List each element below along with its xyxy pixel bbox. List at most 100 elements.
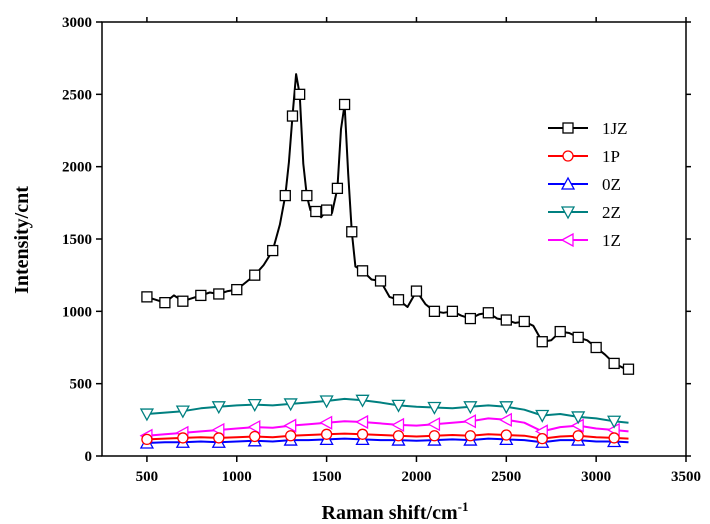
- data-point-1JZ: [310, 205, 322, 218]
- data-point-1P: [249, 430, 261, 443]
- data-point-1P: [285, 430, 297, 442]
- x-axis-title: Raman shift/cm-1: [322, 499, 469, 524]
- plot-frame: [101, 21, 687, 457]
- data-point-1P: [428, 430, 441, 442]
- y-tick-label: 2000: [62, 160, 92, 176]
- data-point-1Z: [498, 412, 512, 427]
- data-point-1JZ: [249, 269, 261, 281]
- axes: 500 1000 1500 2000 2500 3000 3500 0 500 1000 1500 2…: [62, 15, 701, 485]
- data-point-1JZ: [392, 294, 405, 306]
- data-point-1JZ: [141, 291, 153, 303]
- data-point-2Z: [355, 394, 370, 408]
- data-point-1Z: [463, 414, 477, 429]
- data-point-1P: [177, 432, 189, 444]
- series-line-1Z: [146, 417, 629, 437]
- data-point-1JZ: [301, 189, 313, 202]
- legend-label: 1P: [602, 147, 620, 166]
- legend-item-1P: 1P: [548, 147, 620, 166]
- data-point-1JZ: [622, 363, 635, 375]
- data-point-2Z: [319, 395, 334, 409]
- data-point-1JZ: [320, 204, 333, 216]
- data-point-1Z: [427, 417, 441, 432]
- x-tick-label: 3500: [671, 469, 701, 485]
- legend-label: 0Z: [602, 175, 621, 194]
- data-point-1P: [500, 429, 512, 441]
- y-axis-title: Intensity/cnt: [11, 186, 33, 294]
- y-tick-label: 2500: [62, 87, 92, 103]
- data-point-1JZ: [159, 297, 171, 309]
- data-point-1JZ: [356, 265, 369, 277]
- data-point-2Z: [463, 401, 478, 415]
- y-tick-label: 1500: [62, 232, 92, 248]
- data-point-2Z: [139, 408, 155, 422]
- data-point-1P: [392, 430, 405, 442]
- data-point-2Z: [607, 415, 622, 429]
- data-point-2Z: [571, 411, 586, 425]
- data-point-1P: [356, 428, 369, 440]
- x-tick-label: 2000: [401, 469, 431, 485]
- data-point-1JZ: [213, 288, 225, 300]
- data-point-1JZ: [267, 244, 279, 257]
- data-point-1JZ: [346, 226, 358, 238]
- legend-item-1JZ: 1JZ: [548, 119, 628, 138]
- x-tick-label: 2500: [491, 469, 521, 485]
- data-point-1JZ: [482, 307, 494, 319]
- data-point-1Z: [355, 414, 369, 430]
- data-point-2Z: [211, 401, 226, 415]
- y-tick-label: 0: [85, 449, 93, 465]
- y-tick-label: 1000: [62, 304, 92, 320]
- data-point-1P: [141, 433, 153, 446]
- legend-marker: [562, 122, 574, 134]
- x-tick-label: 3000: [581, 469, 611, 485]
- data-point-1Z: [319, 415, 333, 430]
- data-point-2Z: [427, 401, 442, 415]
- data-point-1JZ: [331, 182, 344, 195]
- data-point-2Z: [283, 398, 298, 412]
- data-point-1P: [536, 432, 548, 445]
- data-point-1JZ: [608, 357, 620, 370]
- data-point-1JZ: [500, 314, 512, 326]
- data-point-1JZ: [279, 189, 291, 202]
- data-point-1JZ: [294, 88, 306, 100]
- legend-item-0Z: 0Z: [548, 175, 621, 194]
- data-point-1JZ: [554, 325, 566, 338]
- data-point-1Z: [247, 419, 261, 435]
- data-point-1JZ: [410, 285, 423, 297]
- y-tick-label: 500: [70, 377, 93, 393]
- legend-marker: [560, 206, 576, 220]
- series-1JZ: [141, 73, 635, 375]
- data-point-1JZ: [464, 312, 477, 325]
- x-tick-label: 1500: [312, 469, 342, 485]
- data-point-2Z: [535, 409, 550, 423]
- data-point-1JZ: [231, 283, 243, 296]
- x-tick-label: 1000: [222, 469, 252, 485]
- data-point-1JZ: [446, 305, 459, 317]
- data-point-2Z: [247, 398, 262, 413]
- data-point-2Z: [175, 405, 190, 419]
- legend-marker: [560, 176, 576, 190]
- data-point-1JZ: [428, 305, 441, 317]
- data-point-1Z: [283, 418, 297, 433]
- legend-label: 2Z: [602, 203, 621, 222]
- legend-label: 1Z: [602, 231, 621, 250]
- series-line-0Z: [146, 437, 629, 444]
- data-point-1JZ: [195, 289, 207, 302]
- data-point-1JZ: [572, 331, 584, 344]
- data-point-1JZ: [518, 315, 530, 328]
- data-point-1P: [608, 432, 620, 444]
- plot-content: [139, 73, 635, 449]
- series-2Z: [139, 394, 629, 429]
- series-line-1JZ: [146, 73, 629, 371]
- data-point-1P: [320, 428, 333, 440]
- x-tick-label: 500: [136, 469, 159, 485]
- data-point-1P: [213, 432, 225, 444]
- legend-label: 1JZ: [602, 119, 628, 138]
- y-tick-label: 3000: [62, 15, 92, 31]
- data-point-1JZ: [177, 295, 189, 307]
- data-point-1JZ: [374, 275, 387, 287]
- legend-item-2Z: 2Z: [548, 203, 621, 222]
- data-point-1JZ: [286, 110, 299, 122]
- data-point-1P: [464, 430, 477, 442]
- data-point-2Z: [391, 399, 406, 413]
